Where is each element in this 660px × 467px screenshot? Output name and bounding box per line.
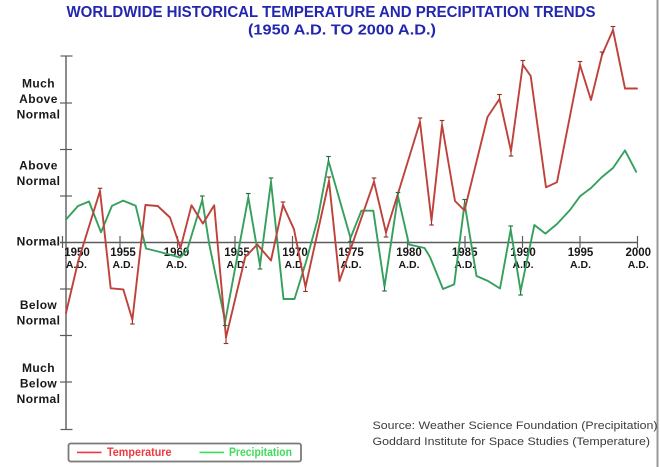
svg-text:Above: Above bbox=[19, 159, 58, 173]
svg-text:1990: 1990 bbox=[510, 247, 536, 259]
svg-text:Much: Much bbox=[22, 361, 55, 375]
svg-text:WORLDWIDE HISTORICAL TEMPERATU: WORLDWIDE HISTORICAL TEMPERATURE AND PRE… bbox=[67, 4, 596, 21]
svg-text:Normal: Normal bbox=[17, 234, 61, 248]
svg-text:Normal: Normal bbox=[17, 108, 61, 122]
svg-text:1950: 1950 bbox=[64, 247, 90, 259]
svg-text:1985: 1985 bbox=[452, 247, 478, 259]
svg-text:Much: Much bbox=[22, 77, 55, 91]
svg-text:A.D.: A.D. bbox=[570, 259, 591, 271]
svg-text:A.D.: A.D. bbox=[454, 259, 475, 271]
svg-text:1975: 1975 bbox=[338, 247, 364, 259]
svg-text:A.D.: A.D. bbox=[399, 259, 420, 271]
svg-text:1955: 1955 bbox=[110, 247, 136, 259]
svg-text:A.D.: A.D. bbox=[628, 259, 649, 271]
svg-text:Normal: Normal bbox=[17, 392, 61, 406]
svg-text:1960: 1960 bbox=[164, 247, 190, 259]
svg-text:Precipitation: Precipitation bbox=[229, 447, 292, 459]
svg-text:A.D.: A.D. bbox=[113, 259, 134, 271]
svg-text:Normal: Normal bbox=[17, 313, 61, 327]
svg-text:Above: Above bbox=[19, 92, 58, 106]
svg-text:(1950 A.D. TO 2000 A.D.): (1950 A.D. TO 2000 A.D.) bbox=[248, 22, 436, 39]
svg-text:1980: 1980 bbox=[396, 247, 422, 259]
svg-text:A.D.: A.D. bbox=[166, 259, 187, 271]
svg-text:Temperature: Temperature bbox=[107, 447, 172, 459]
svg-text:Normal: Normal bbox=[17, 174, 61, 188]
svg-text:1970: 1970 bbox=[282, 247, 308, 259]
svg-text:Below: Below bbox=[20, 298, 58, 312]
svg-text:Source: Weather Science Founda: Source: Weather Science Foundation (Prec… bbox=[373, 420, 658, 432]
svg-text:Below: Below bbox=[20, 376, 58, 390]
svg-text:1995: 1995 bbox=[568, 247, 594, 259]
svg-text:Goddard Institute for Space St: Goddard Institute for Space Studies (Tem… bbox=[373, 436, 651, 448]
svg-text:2000: 2000 bbox=[626, 247, 652, 259]
